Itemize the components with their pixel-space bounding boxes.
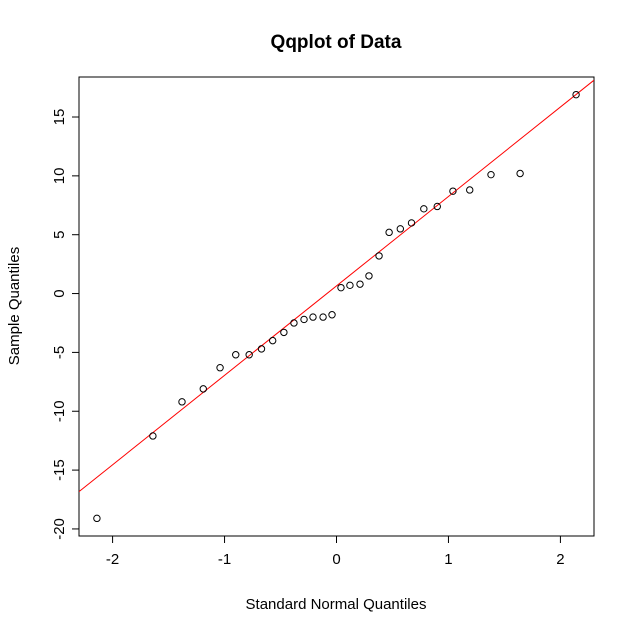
data-point [257, 345, 266, 353]
x-tick-label: 1 [444, 551, 452, 568]
y-tick-label: -10 [51, 400, 68, 422]
data-point [487, 170, 495, 179]
data-point [572, 90, 580, 99]
y-axis: -20 -15 -10 -5 0 5 10 15 [51, 109, 80, 540]
y-tick-label: -20 [51, 518, 68, 540]
data-point [420, 205, 428, 213]
y-axis-label: Sample Quantiles [6, 247, 23, 365]
data-point [232, 351, 240, 359]
data-point [337, 283, 345, 292]
data-point [365, 272, 373, 280]
data-point [433, 202, 441, 211]
data-point [407, 219, 416, 227]
y-tick-label: 15 [51, 109, 68, 126]
data-point [396, 225, 405, 233]
reference-line-layer [79, 79, 594, 493]
data-point [375, 252, 383, 260]
x-tick-label: 2 [556, 551, 564, 568]
data-point [328, 311, 336, 319]
x-tick-label: -1 [218, 551, 231, 568]
x-tick-label: -2 [106, 551, 119, 568]
data-point [199, 385, 207, 393]
chart-title: Qqplot of Data [271, 32, 402, 53]
y-tick-label: -5 [51, 346, 68, 359]
data-point [356, 280, 364, 288]
data-point [178, 398, 186, 406]
data-point [93, 514, 101, 523]
data-point [149, 432, 157, 440]
data-point [449, 187, 457, 195]
points-layer [93, 90, 580, 523]
x-tick-label: 0 [332, 551, 340, 568]
y-tick-label: 10 [51, 168, 68, 185]
data-point [309, 313, 317, 321]
data-point [466, 186, 474, 194]
data-point [300, 315, 308, 324]
data-point [516, 169, 524, 178]
y-tick-label: 0 [51, 289, 68, 297]
y-tick-label: -15 [51, 459, 68, 481]
y-tick-label: 5 [51, 231, 68, 239]
data-point [319, 313, 327, 321]
reference-line [79, 79, 594, 493]
data-point [385, 228, 393, 237]
data-point [216, 364, 224, 372]
data-point [280, 328, 288, 337]
data-point [268, 336, 277, 345]
x-axis: -2 -1 0 1 2 [106, 535, 565, 568]
data-point [346, 281, 354, 290]
x-axis-label: Standard Normal Quantiles [246, 596, 427, 613]
data-point [290, 319, 298, 327]
data-point [245, 351, 253, 359]
plot-frame [78, 76, 595, 537]
